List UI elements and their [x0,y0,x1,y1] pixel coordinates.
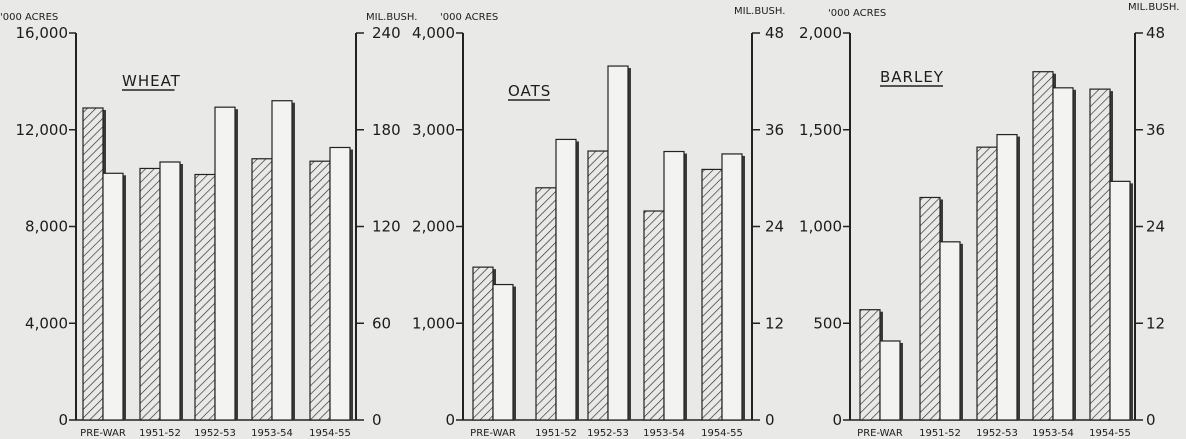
acreage-bar [859,309,881,421]
category-label: 1953-54 [1032,428,1074,439]
left-axis-unit-label: '000 ACRES [440,12,498,23]
right-tick-label: 0 [765,411,775,429]
panel-title: BARLEY [880,68,944,86]
left-tick-label: 8,000 [25,218,68,236]
right-axis-unit-label: MIL.BUSH. [1128,2,1179,13]
chart-panel-wheat: '000 ACRES MIL.BUSH. 0 4,000 8,000 12,000 16,0… [0,12,417,439]
production-bar [102,172,124,421]
left-tick-label: 500 [813,314,842,332]
production-bar [1052,87,1074,421]
production-bar [1109,180,1131,421]
right-tick-label: 48 [1146,24,1165,42]
right-tick-label: 180 [372,121,401,139]
category-label: 1951-52 [535,428,577,439]
chart-panel-barley: '000 ACRES MIL.BUSH. 0 500 1,000 1,500 2,000 0 1… [799,2,1179,439]
acreage-bar [1032,71,1054,421]
acreage-bar [587,150,609,421]
panel-title: OATS [508,82,551,100]
left-tick-label: 12,000 [16,121,69,139]
acreage-bar [472,266,494,421]
right-tick-label: 24 [1146,218,1165,236]
right-tick-label: 36 [1146,121,1165,139]
production-bar [607,65,629,421]
production-bar [159,161,181,421]
left-tick-label: 1,000 [412,314,455,332]
right-tick-label: 36 [765,121,784,139]
production-bar [996,133,1018,421]
acreage-bar [976,146,998,421]
category-label: 1951-52 [139,428,181,439]
left-tick-label: 1,500 [799,121,842,139]
category-label: PRE-WAR [470,428,516,439]
left-tick-label: 0 [445,411,455,429]
production-bar [879,340,901,421]
category-label: 1954-55 [701,428,743,439]
acreage-bar [919,196,941,421]
acreage-bar [194,173,216,421]
production-bar [214,106,236,421]
right-tick-label: 12 [765,314,784,332]
acreage-bar [82,107,104,421]
left-tick-label: 0 [832,411,842,429]
acreage-bar [309,160,331,421]
production-bar [939,241,961,421]
production-bar [271,100,293,421]
left-tick-label: 1,000 [799,218,842,236]
acreage-bar [139,167,161,421]
right-tick-label: 0 [1146,411,1156,429]
left-tick-label: 16,000 [16,24,69,42]
left-tick-label: 3,000 [412,121,455,139]
category-label: 1951-52 [919,428,961,439]
acreage-bar [251,158,273,421]
right-tick-label: 0 [372,411,382,429]
right-tick-label: 48 [765,24,784,42]
right-axis-unit-label: MIL.BUSH. [734,6,785,17]
left-axis-unit-label: '000 ACRES [828,8,886,19]
production-bar [721,153,743,421]
right-tick-label: 60 [372,314,391,332]
panel-title: WHEAT [122,72,181,90]
right-tick-label: 24 [765,218,784,236]
category-label: 1954-55 [1089,428,1131,439]
category-label: 1952-53 [976,428,1018,439]
production-bar [492,283,514,421]
right-tick-label: 12 [1146,314,1165,332]
left-tick-label: 4,000 [25,314,68,332]
category-label: PRE-WAR [857,428,903,439]
category-label: 1952-53 [587,428,629,439]
right-tick-label: 120 [372,218,401,236]
production-bar [329,146,351,421]
acreage-bar [701,168,723,421]
category-label: 1953-54 [643,428,685,439]
chart-panel-oats: '000 ACRES MIL.BUSH. 0 1,000 2,000 3,000 4,000… [412,6,785,439]
left-tick-label: 2,000 [412,218,455,236]
production-bar [555,138,577,421]
acreage-bar [1089,88,1111,421]
category-label: 1953-54 [251,428,293,439]
left-tick-label: 2,000 [799,24,842,42]
left-tick-label: 0 [58,411,68,429]
acreage-bar [643,210,665,421]
right-tick-label: 240 [372,24,401,42]
left-axis-unit-label: '000 ACRES [0,12,58,23]
right-axis-unit-label: MIL.BUSH. [366,12,417,23]
left-tick-label: 4,000 [412,24,455,42]
category-label: 1952-53 [194,428,236,439]
production-bar [663,150,685,421]
category-label: 1954-55 [309,428,351,439]
category-label: PRE-WAR [80,428,126,439]
acreage-bar [535,187,557,421]
